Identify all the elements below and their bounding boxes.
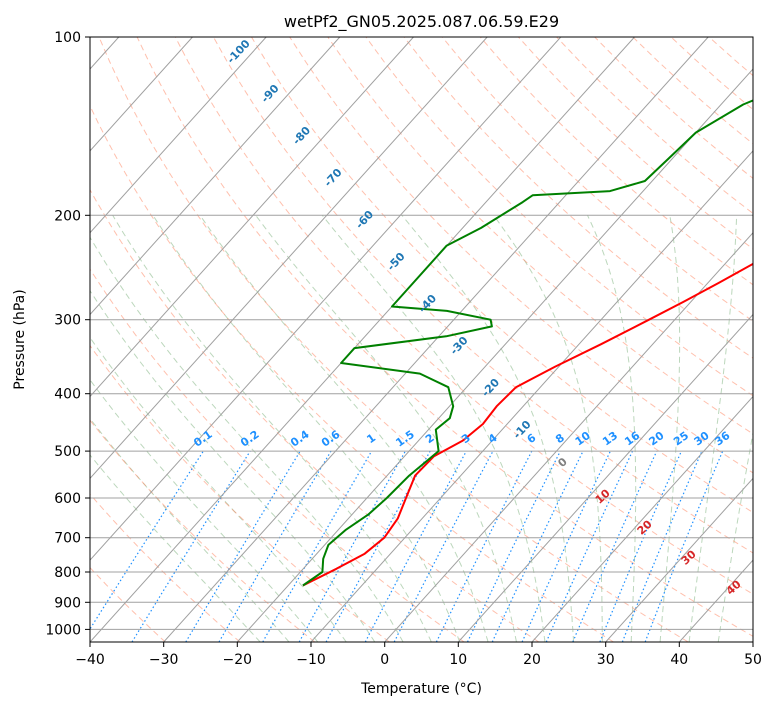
dry-adiabat bbox=[365, 37, 753, 397]
y-tick-label: 700 bbox=[54, 531, 81, 547]
dry-adiabat bbox=[98, 37, 689, 642]
isotherms bbox=[90, 37, 753, 642]
y-axis-ticks: 100 200 300 400 500 600 700 800 900 1000 bbox=[45, 30, 90, 638]
mixing-ratio-line bbox=[90, 450, 204, 631]
isotherm bbox=[90, 37, 488, 480]
moist-adiabat bbox=[717, 430, 753, 642]
x-tick-label: 30 bbox=[597, 652, 615, 668]
x-tick-label: 50 bbox=[744, 652, 762, 668]
x-tick-label: −10 bbox=[296, 652, 326, 668]
x-tick-label: −30 bbox=[149, 652, 179, 668]
moist-adiabat bbox=[90, 454, 261, 642]
mixing-ratio-line bbox=[364, 450, 467, 642]
moist-adiabat bbox=[152, 215, 461, 642]
isotherm bbox=[90, 37, 341, 316]
isotherm bbox=[90, 37, 414, 398]
moist-adiabat bbox=[255, 215, 517, 642]
dewpoint-profile bbox=[302, 99, 753, 587]
x-tick-label: −20 bbox=[223, 652, 253, 668]
moist-adiabat bbox=[90, 417, 290, 642]
y-tick-label: 1000 bbox=[45, 622, 81, 638]
plot-frame bbox=[89, 36, 754, 643]
x-axis-title: Temperature (°C) bbox=[360, 681, 482, 697]
mixing-ratio-line bbox=[298, 450, 406, 642]
x-tick-label: 0 bbox=[380, 652, 389, 668]
y-tick-label: 400 bbox=[54, 387, 81, 403]
sounding-series bbox=[302, 99, 753, 587]
dry-adiabat bbox=[90, 188, 540, 642]
y-tick-label: 600 bbox=[54, 491, 81, 507]
x-axis-ticks: −40 −30 −20 −10 0 10 20 30 40 50 bbox=[75, 642, 762, 668]
dry-adiabat bbox=[90, 566, 166, 642]
x-tick-label: 20 bbox=[523, 652, 541, 668]
dry-adiabat bbox=[403, 37, 753, 359]
moist-adiabat bbox=[321, 214, 546, 642]
dry-adiabat bbox=[327, 37, 753, 435]
mixing-ratio-line bbox=[435, 450, 533, 642]
dry-adiabat bbox=[90, 419, 316, 642]
moist-adiabat bbox=[688, 215, 738, 642]
mixing-ratio-line bbox=[545, 450, 634, 642]
x-tick-label: 10 bbox=[449, 652, 467, 668]
dry-adiabat bbox=[251, 37, 753, 514]
temperature-profile bbox=[302, 262, 753, 587]
chart-title: wetPf2_GN05.2025.087.06.59.E29 bbox=[284, 12, 559, 32]
dry-adiabat bbox=[90, 268, 465, 642]
isotherm bbox=[90, 37, 193, 152]
isotherm bbox=[310, 150, 753, 642]
dry-adiabat bbox=[90, 493, 241, 642]
dry-adiabats bbox=[90, 37, 753, 642]
isotherm bbox=[90, 37, 267, 234]
dry-adiabat bbox=[289, 37, 753, 474]
mixing-ratio-line bbox=[599, 450, 682, 642]
y-axis-title: Pressure (hPa) bbox=[12, 289, 28, 389]
y-tick-label: 100 bbox=[54, 30, 81, 46]
isotherm bbox=[605, 477, 753, 642]
y-tick-label: 900 bbox=[54, 595, 81, 611]
y-tick-label: 800 bbox=[54, 565, 81, 581]
moist-adiabats bbox=[90, 214, 753, 642]
isotherm bbox=[531, 395, 753, 642]
x-tick-label: −40 bbox=[75, 652, 105, 668]
y-tick-label: 300 bbox=[54, 313, 81, 329]
dry-adiabat bbox=[212, 37, 753, 554]
dry-adiabat bbox=[174, 37, 753, 595]
moist-adiabat bbox=[90, 289, 376, 642]
isotherm bbox=[384, 232, 753, 642]
mixing-ratio-line bbox=[325, 450, 431, 642]
isobars bbox=[90, 37, 753, 630]
moist-adiabat bbox=[659, 215, 681, 642]
mixing-ratio-line bbox=[621, 450, 703, 642]
isotherm bbox=[90, 37, 562, 561]
y-tick-label: 500 bbox=[54, 444, 81, 460]
isotherm bbox=[163, 37, 709, 642]
mixing-ratio-line bbox=[572, 450, 658, 642]
moist-adiabat bbox=[90, 236, 404, 642]
y-tick-label: 200 bbox=[54, 208, 81, 224]
moist-adiabat bbox=[401, 214, 575, 642]
isotherm bbox=[457, 313, 753, 642]
x-tick-label: 40 bbox=[670, 652, 688, 668]
moist-adiabat bbox=[587, 215, 637, 642]
mixing-ratio-line bbox=[644, 450, 724, 642]
isotherm bbox=[90, 37, 635, 642]
plot-area: -100-90-80-70-60-50-40-30-20-100.1 0.2 0.4… bbox=[90, 37, 753, 642]
moist-adiabat bbox=[493, 215, 603, 642]
